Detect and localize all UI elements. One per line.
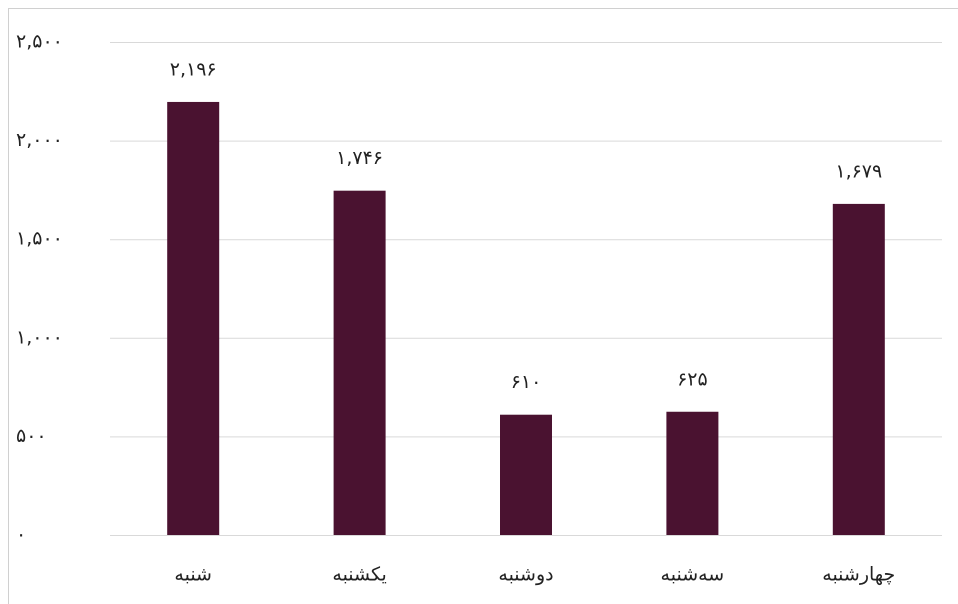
x-tick-label: دوشنبه <box>498 564 553 586</box>
x-tick-label: چهارشنبه <box>822 564 895 586</box>
y-tick-label: ۲,۰۰۰ <box>16 129 63 151</box>
x-tick-label: یکشنبه <box>332 564 386 586</box>
bar <box>666 411 719 535</box>
bar <box>333 190 386 536</box>
bar <box>167 101 220 536</box>
x-tick-label: سه‌شنبه <box>661 564 725 586</box>
bar <box>500 414 552 535</box>
data-label: ۱,۷۴۶ <box>336 147 383 169</box>
data-label: ۶۱۰ <box>511 371 542 393</box>
y-tick-label: ۵۰۰ <box>16 425 47 447</box>
y-tick-label: ۲,۵۰۰ <box>16 31 63 53</box>
data-label: ۱,۶۷۹ <box>835 160 882 182</box>
bar <box>832 203 885 536</box>
y-tick-label: ۰ <box>16 524 26 546</box>
x-tick-label: شنبه <box>174 564 212 586</box>
y-tick-label: ۱,۰۰۰ <box>16 326 63 348</box>
data-label: ۲,۱۹۶ <box>170 58 217 80</box>
data-label: ۶۲۵ <box>677 368 708 390</box>
y-tick-label: ۱,۵۰۰ <box>16 228 63 250</box>
